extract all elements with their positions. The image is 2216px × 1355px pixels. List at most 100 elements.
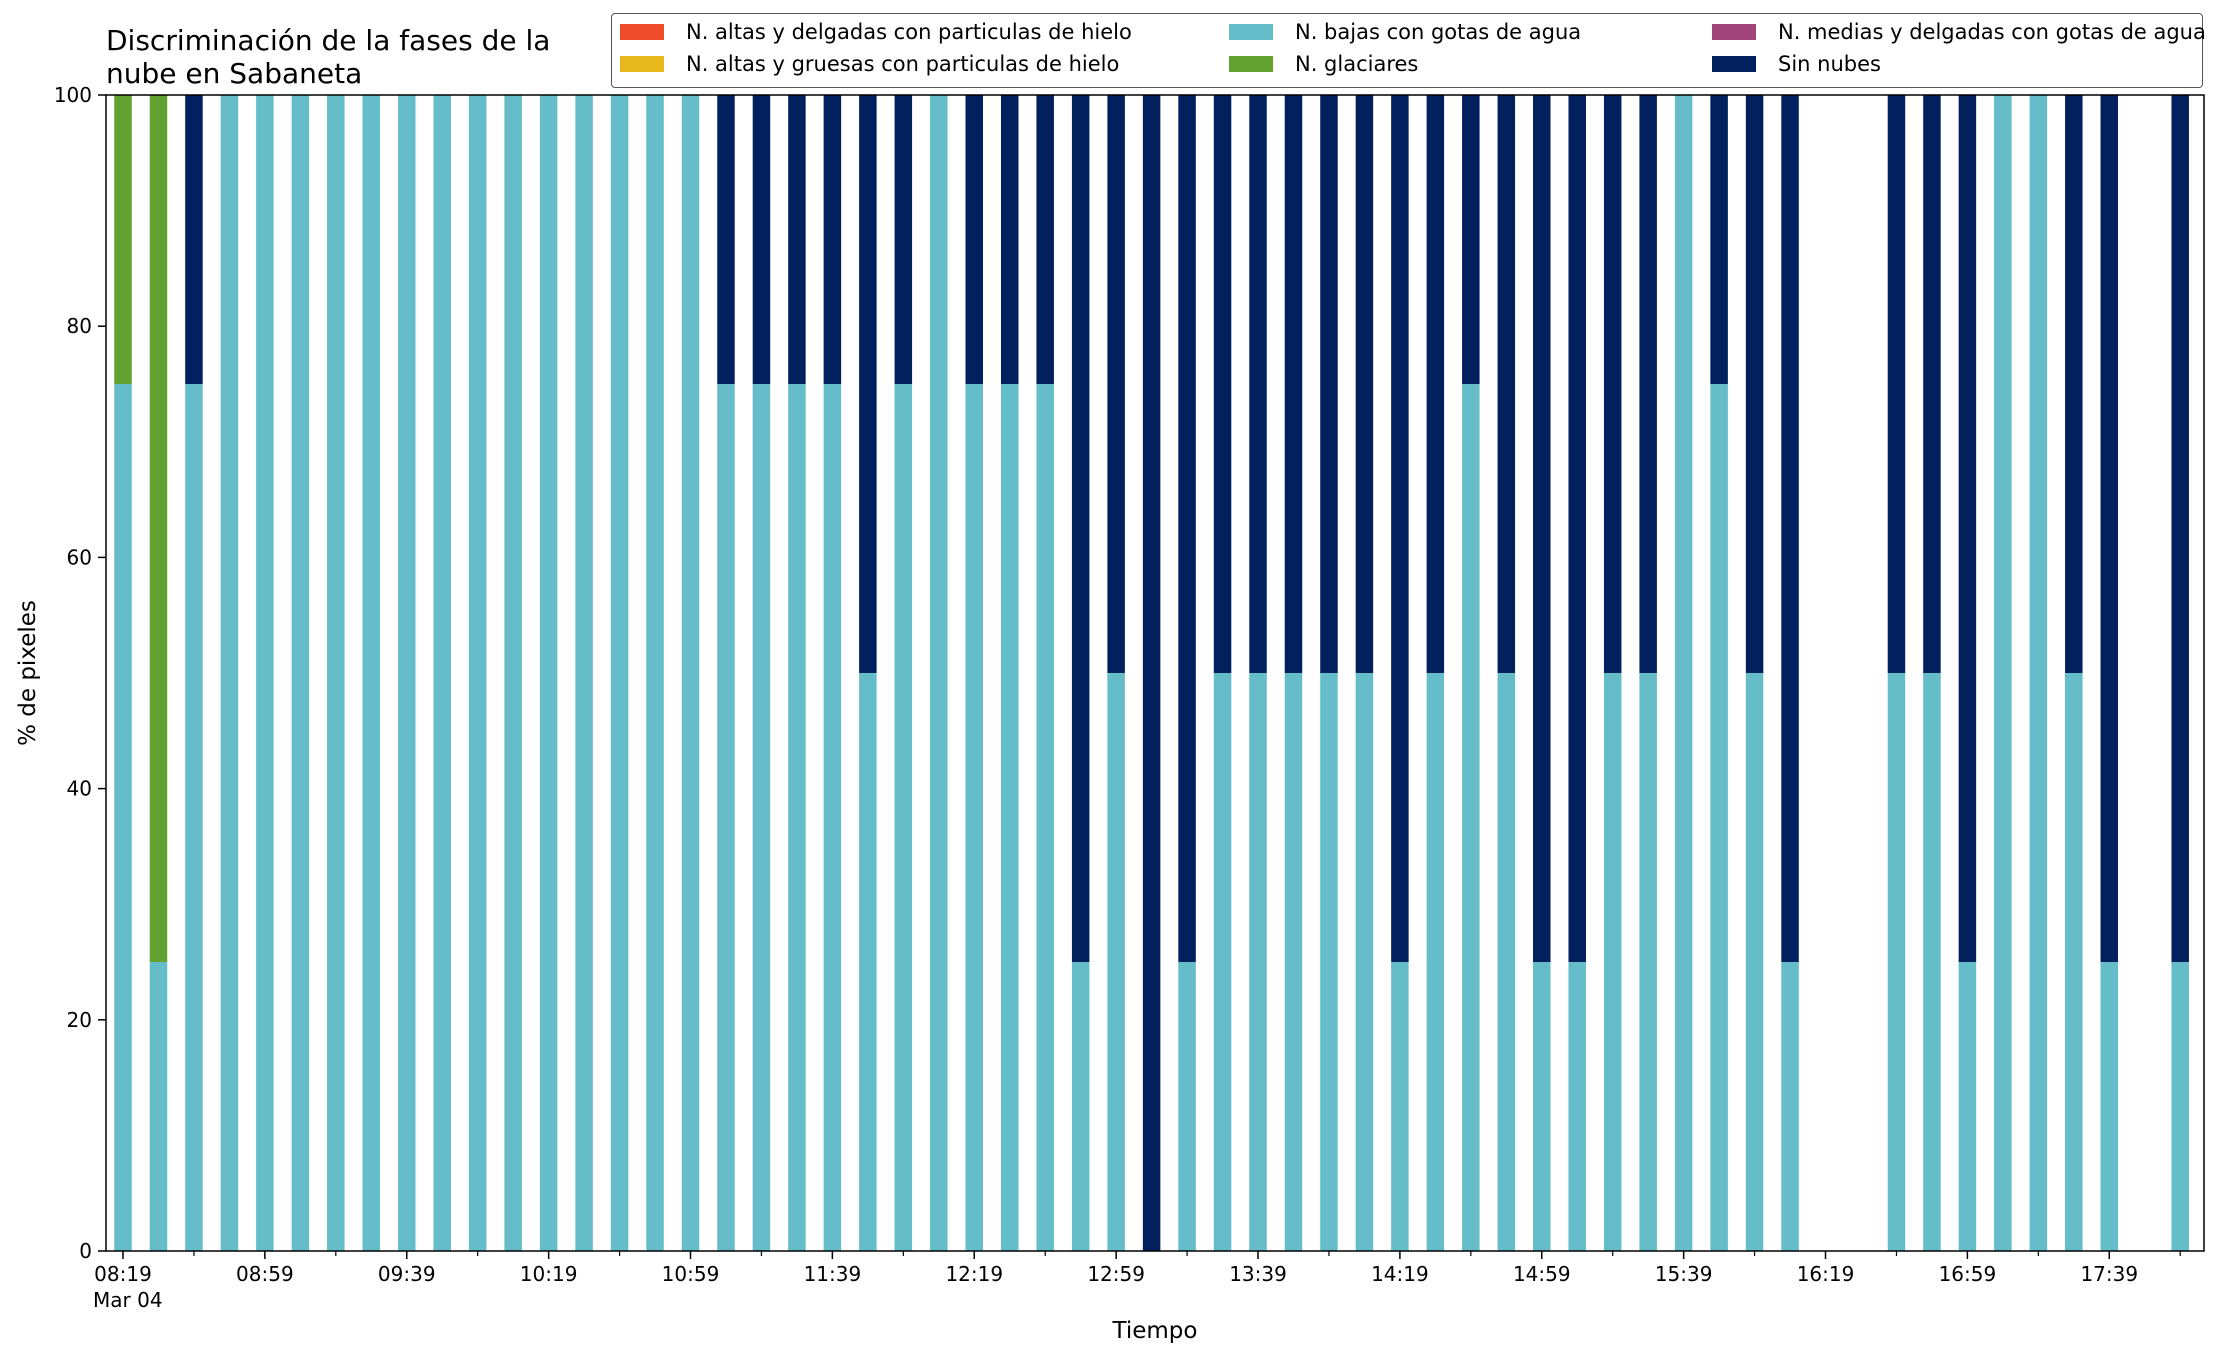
bar-1609-series-2 bbox=[1781, 962, 1799, 1251]
bar-1409-series-5 bbox=[1355, 95, 1374, 673]
bar-1349-series-2 bbox=[1284, 673, 1303, 1251]
x-tick-label-1259: 12:59 bbox=[1087, 1262, 1145, 1286]
bar-1739-series-2 bbox=[2100, 962, 2119, 1251]
bar-1759-series-2 bbox=[2171, 962, 2189, 1251]
x-tick-label-0819: 08:19 bbox=[94, 1262, 152, 1286]
x-tick-sublabel: Mar 04 bbox=[93, 1288, 163, 1312]
bar-1529-series-5 bbox=[1639, 95, 1657, 673]
bar-1339-series-2 bbox=[1249, 673, 1267, 1251]
bar-1209-series-2 bbox=[930, 95, 948, 1251]
chart-title: Discriminación de la fases de la nube en… bbox=[106, 24, 550, 90]
bar-1339-series-5 bbox=[1249, 95, 1267, 673]
bar-1559-series-2 bbox=[1745, 673, 1764, 1251]
x-tick-label-1459: 14:59 bbox=[1513, 1262, 1571, 1286]
legend-label-3: N. glaciares bbox=[1295, 52, 1419, 76]
bar-1129-series-5 bbox=[788, 95, 806, 384]
bar-1649-series-5 bbox=[1923, 95, 1941, 673]
bar-1009-series-2 bbox=[504, 95, 522, 1251]
x-tick-label-1739: 17:39 bbox=[2080, 1262, 2138, 1286]
bar-1649-series-2 bbox=[1923, 673, 1941, 1251]
legend-item-5: Sin nubes bbox=[1712, 52, 1881, 76]
chart-title-line-1: Discriminación de la fases de la bbox=[106, 24, 551, 57]
bar-1159-series-2 bbox=[894, 384, 913, 1251]
chart-title-line-2: nube en Sabaneta bbox=[106, 57, 363, 90]
bar-1119-series-2 bbox=[752, 384, 771, 1251]
y-tick-label-20: 20 bbox=[67, 1008, 92, 1032]
bar-1739-series-5 bbox=[2100, 95, 2119, 962]
bar-0939-series-2 bbox=[398, 95, 416, 1251]
bar-0819-series-2 bbox=[114, 384, 132, 1251]
bar-1439-series-2 bbox=[1462, 384, 1480, 1251]
bar-1509-series-5 bbox=[1568, 95, 1586, 962]
bar-0949-series-2 bbox=[433, 95, 451, 1251]
bar-1309-series-5 bbox=[1142, 95, 1161, 1251]
legend-label-2: N. bajas con gotas de agua bbox=[1295, 20, 1582, 44]
x-tick-label-0939: 09:39 bbox=[378, 1262, 436, 1286]
bar-1119-series-5 bbox=[752, 95, 771, 384]
legend-swatch-1 bbox=[620, 56, 664, 72]
bar-1239-series-2 bbox=[1036, 384, 1054, 1251]
bar-1419-series-5 bbox=[1391, 95, 1409, 962]
bar-1019-series-2 bbox=[539, 95, 558, 1251]
bar-1519-series-2 bbox=[1603, 673, 1622, 1251]
bar-0829-series-2 bbox=[149, 962, 168, 1251]
bar-1059-series-2 bbox=[681, 95, 700, 1251]
bar-0849-series-2 bbox=[220, 95, 239, 1251]
legend-label-4: N. medias y delgadas con gotas de agua bbox=[1778, 20, 2206, 44]
legend-label-1: N. altas y gruesas con particulas de hie… bbox=[686, 52, 1120, 76]
bar-1429-series-5 bbox=[1426, 95, 1445, 673]
bar-1219-series-5 bbox=[965, 95, 984, 384]
bar-1139-series-5 bbox=[823, 95, 842, 384]
bar-1249-series-2 bbox=[1071, 962, 1090, 1251]
bar-1709-series-2 bbox=[1994, 95, 2012, 1251]
bar-1639-series-5 bbox=[1887, 95, 1906, 673]
bar-1229-series-5 bbox=[1000, 95, 1019, 384]
bar-1419-series-2 bbox=[1391, 962, 1409, 1251]
legend-swatch-5 bbox=[1712, 56, 1756, 72]
bar-1259-series-5 bbox=[1107, 95, 1125, 673]
bar-1729-series-5 bbox=[2065, 95, 2083, 673]
bar-1329-series-2 bbox=[1213, 673, 1232, 1251]
legend-label-5: Sin nubes bbox=[1778, 52, 1881, 76]
bar-1109-series-2 bbox=[717, 384, 735, 1251]
bar-1249-series-5 bbox=[1071, 95, 1090, 962]
bar-0859-series-2 bbox=[256, 95, 274, 1251]
bar-1359-series-2 bbox=[1320, 673, 1338, 1251]
x-tick-label-1339: 13:39 bbox=[1229, 1262, 1287, 1286]
bar-0839-series-2 bbox=[185, 384, 203, 1251]
y-tick-label-40: 40 bbox=[67, 777, 92, 801]
bar-1149-series-5 bbox=[859, 95, 877, 673]
x-tick-label-1019: 10:19 bbox=[520, 1262, 578, 1286]
x-tick-label-1539: 15:39 bbox=[1655, 1262, 1713, 1286]
bar-1519-series-5 bbox=[1603, 95, 1622, 673]
bar-1729-series-2 bbox=[2065, 673, 2083, 1251]
legend-item-1: N. altas y gruesas con particulas de hie… bbox=[620, 52, 1119, 76]
bar-0959-series-2 bbox=[468, 95, 487, 1251]
bar-1449-series-2 bbox=[1497, 673, 1516, 1251]
x-tick-label-0859: 08:59 bbox=[236, 1262, 294, 1286]
legend-swatch-3 bbox=[1229, 56, 1273, 72]
x-axis-label: Tiempo bbox=[1112, 1318, 1198, 1344]
y-axis-label: % de pixeles bbox=[15, 600, 41, 746]
bar-0909-series-2 bbox=[291, 95, 310, 1251]
x-tick-label-1059: 10:59 bbox=[662, 1262, 720, 1286]
bar-1159-series-5 bbox=[894, 95, 913, 384]
bar-0819-series-3 bbox=[114, 95, 132, 384]
bar-1409-series-2 bbox=[1355, 673, 1374, 1251]
x-tick-label-1219: 12:19 bbox=[945, 1262, 1003, 1286]
bar-1039-series-2 bbox=[610, 95, 629, 1251]
bars-group bbox=[114, 95, 2189, 1251]
bar-1259-series-2 bbox=[1107, 673, 1125, 1251]
bar-1429-series-2 bbox=[1426, 673, 1445, 1251]
bar-1219-series-2 bbox=[965, 384, 984, 1251]
legend-label-0: N. altas y delgadas con particulas de hi… bbox=[686, 20, 1132, 44]
bar-1759-series-5 bbox=[2171, 95, 2189, 962]
plot-frame bbox=[105, 94, 2205, 1252]
bar-1319-series-5 bbox=[1178, 95, 1196, 962]
x-tick-label-1619: 16:19 bbox=[1797, 1262, 1855, 1286]
bar-1559-series-5 bbox=[1745, 95, 1764, 673]
bar-1329-series-5 bbox=[1213, 95, 1232, 673]
bar-0829-series-3 bbox=[149, 95, 168, 962]
bar-1359-series-5 bbox=[1320, 95, 1338, 673]
